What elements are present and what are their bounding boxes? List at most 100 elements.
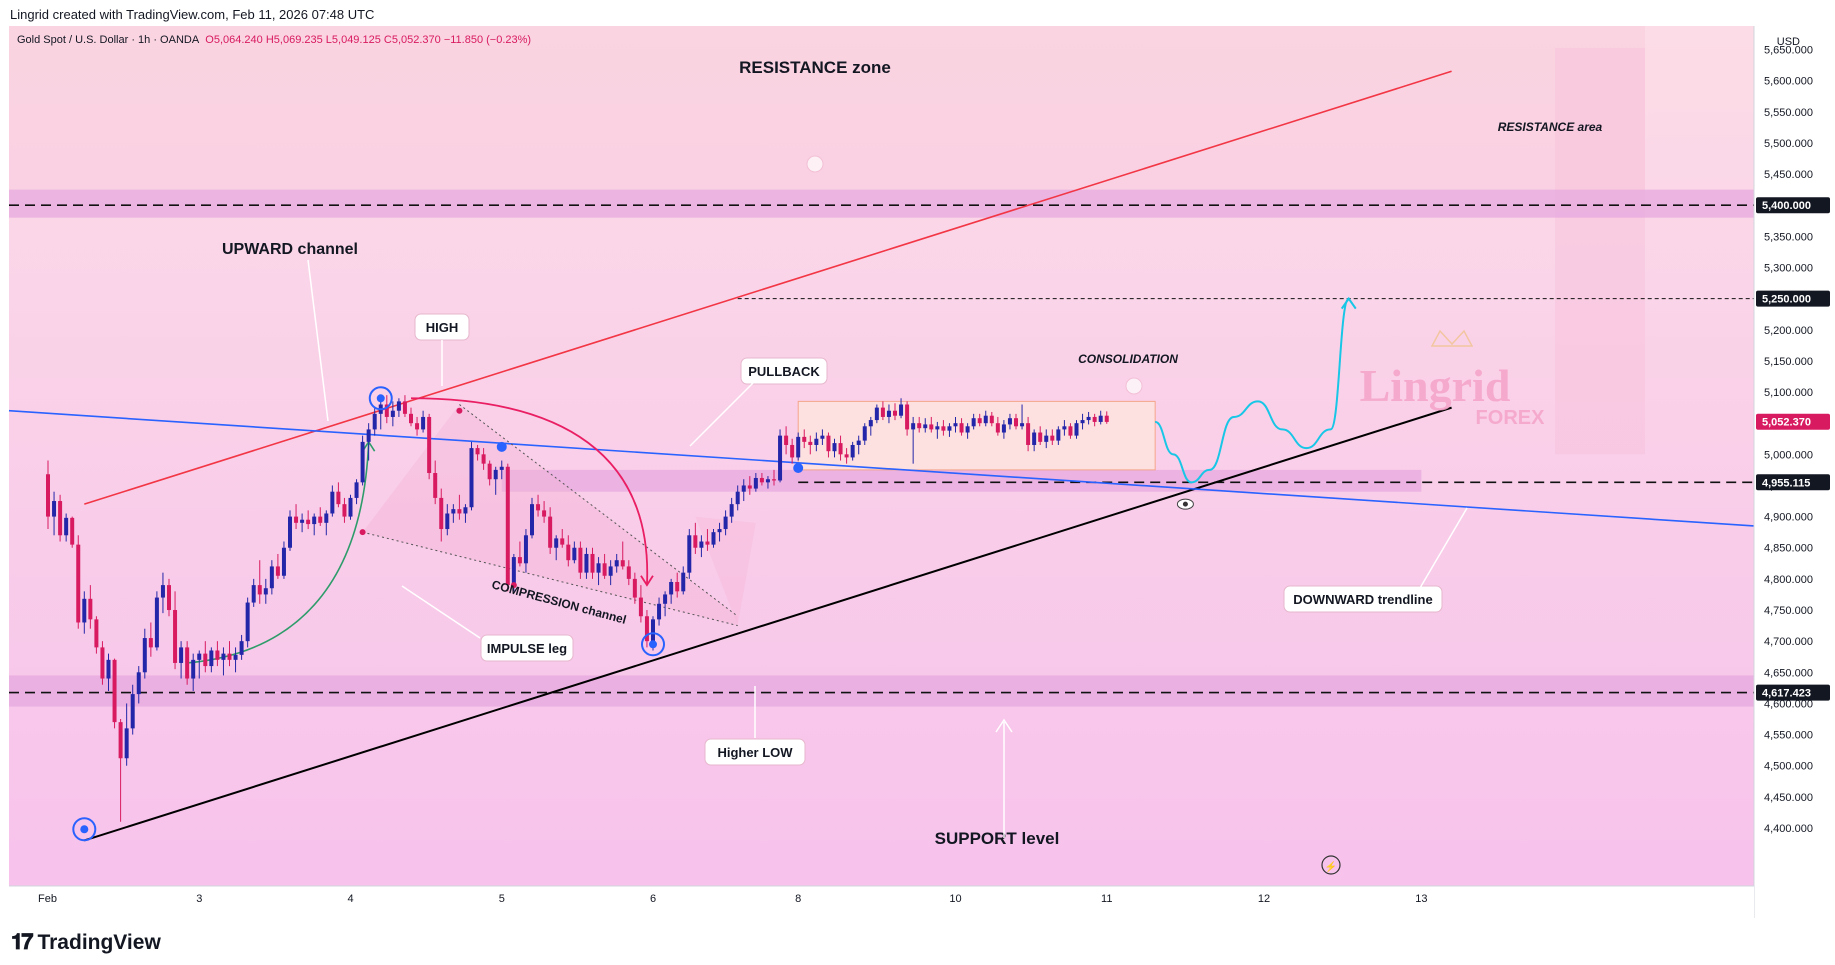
candle-body bbox=[796, 436, 801, 458]
candle-body bbox=[820, 435, 825, 439]
candle bbox=[899, 398, 904, 419]
candle-body bbox=[917, 423, 922, 429]
tradingview-logo[interactable]: 𝟏𝟕 TradingView bbox=[11, 930, 161, 955]
candle-body bbox=[868, 420, 873, 427]
candle-body bbox=[983, 415, 988, 424]
candle bbox=[396, 398, 401, 417]
candle bbox=[572, 541, 577, 564]
watermark-crown bbox=[1430, 329, 1474, 347]
candle bbox=[638, 585, 643, 623]
y-tick-label: 5,500.000 bbox=[1764, 138, 1813, 150]
candle bbox=[1001, 420, 1006, 439]
candle bbox=[76, 535, 81, 629]
candle bbox=[427, 413, 432, 480]
y-tick-label: 4,500.000 bbox=[1764, 761, 1813, 773]
candle bbox=[1062, 420, 1067, 436]
candle bbox=[451, 504, 456, 523]
info-icon-consol bbox=[1125, 377, 1143, 395]
candle bbox=[185, 641, 190, 685]
candle bbox=[862, 423, 867, 445]
candle-body bbox=[747, 485, 752, 489]
candle-body bbox=[1056, 429, 1061, 441]
consolidation-label: CONSOLIDATION bbox=[1078, 352, 1178, 366]
candle-body bbox=[148, 638, 153, 648]
candle bbox=[1104, 411, 1109, 424]
y-tick-label: 5,100.000 bbox=[1764, 387, 1813, 399]
x-tick-label: 11 bbox=[1101, 893, 1112, 905]
candle bbox=[886, 404, 891, 424]
candle-body bbox=[324, 513, 329, 523]
candle bbox=[275, 553, 280, 579]
candle-body bbox=[215, 650, 220, 660]
candle-body bbox=[741, 485, 746, 492]
candle-body bbox=[753, 477, 758, 489]
candle bbox=[288, 510, 292, 551]
candle bbox=[493, 466, 498, 495]
candle-body bbox=[874, 407, 879, 421]
candle bbox=[124, 703, 129, 766]
candle bbox=[415, 416, 420, 436]
candle-body bbox=[439, 497, 444, 530]
candle-body bbox=[596, 563, 601, 573]
candle-body bbox=[372, 413, 377, 430]
candle bbox=[215, 641, 220, 667]
candle bbox=[312, 513, 317, 536]
downtrend-line bbox=[8, 409, 1755, 527]
candle bbox=[802, 429, 807, 449]
y-tick-label: 4,850.000 bbox=[1764, 543, 1813, 555]
candle bbox=[1080, 413, 1085, 430]
chart-area[interactable]: RESISTANCE zone RESISTANCE area UPWARD cha… bbox=[0, 26, 1835, 918]
candle bbox=[947, 423, 952, 437]
candle-body bbox=[336, 491, 341, 505]
candle bbox=[850, 441, 855, 461]
candle bbox=[632, 572, 637, 604]
candle bbox=[342, 497, 347, 523]
high-marker bbox=[368, 386, 393, 411]
candle-body bbox=[699, 541, 704, 548]
candle bbox=[1074, 420, 1079, 439]
downtrend-pointer bbox=[1419, 507, 1468, 589]
candle-body bbox=[929, 424, 934, 430]
footer bbox=[0, 918, 1835, 965]
compression-point-c bbox=[510, 582, 517, 589]
candle-body bbox=[245, 602, 250, 642]
candle-body bbox=[663, 594, 668, 604]
low-marker-dot bbox=[80, 825, 89, 834]
candle-body bbox=[729, 504, 734, 517]
candle bbox=[953, 416, 958, 433]
chart-canvas[interactable]: RESISTANCE zone RESISTANCE area UPWARD cha… bbox=[0, 26, 1835, 918]
support-band bbox=[9, 675, 1754, 707]
price-label-box bbox=[1756, 474, 1830, 491]
y-tick-label: 4,900.000 bbox=[1764, 512, 1813, 524]
watermark-main: Lingrid bbox=[1360, 360, 1511, 411]
candle-body bbox=[626, 566, 631, 579]
creator-line: Lingrid created with TradingView.com, Fe… bbox=[10, 7, 375, 22]
candle-body bbox=[844, 454, 849, 458]
candle-body bbox=[342, 504, 347, 517]
candle-body bbox=[657, 603, 662, 620]
candle bbox=[1056, 426, 1061, 445]
candle bbox=[765, 476, 770, 489]
resistance-band bbox=[9, 189, 1754, 218]
y-tick-label: 4,600.000 bbox=[1764, 698, 1813, 710]
candle-body bbox=[130, 694, 135, 729]
candle-body bbox=[124, 728, 129, 759]
upper-channel-line bbox=[84, 70, 1452, 505]
pullback-pointer bbox=[689, 381, 755, 447]
candle-body bbox=[856, 440, 861, 445]
candle-body bbox=[1032, 432, 1037, 445]
candle bbox=[1007, 413, 1012, 430]
candle-body bbox=[790, 444, 795, 458]
candle bbox=[203, 641, 208, 673]
candle bbox=[475, 444, 480, 461]
candle bbox=[995, 416, 1000, 436]
candle bbox=[457, 494, 462, 520]
candle bbox=[729, 497, 734, 523]
candle-body bbox=[366, 429, 371, 442]
candle bbox=[294, 504, 299, 530]
candle-body bbox=[1092, 416, 1097, 422]
x-tick-label: Feb bbox=[38, 893, 57, 905]
candle bbox=[324, 510, 329, 536]
candle bbox=[433, 460, 438, 505]
candle-body bbox=[263, 588, 268, 595]
